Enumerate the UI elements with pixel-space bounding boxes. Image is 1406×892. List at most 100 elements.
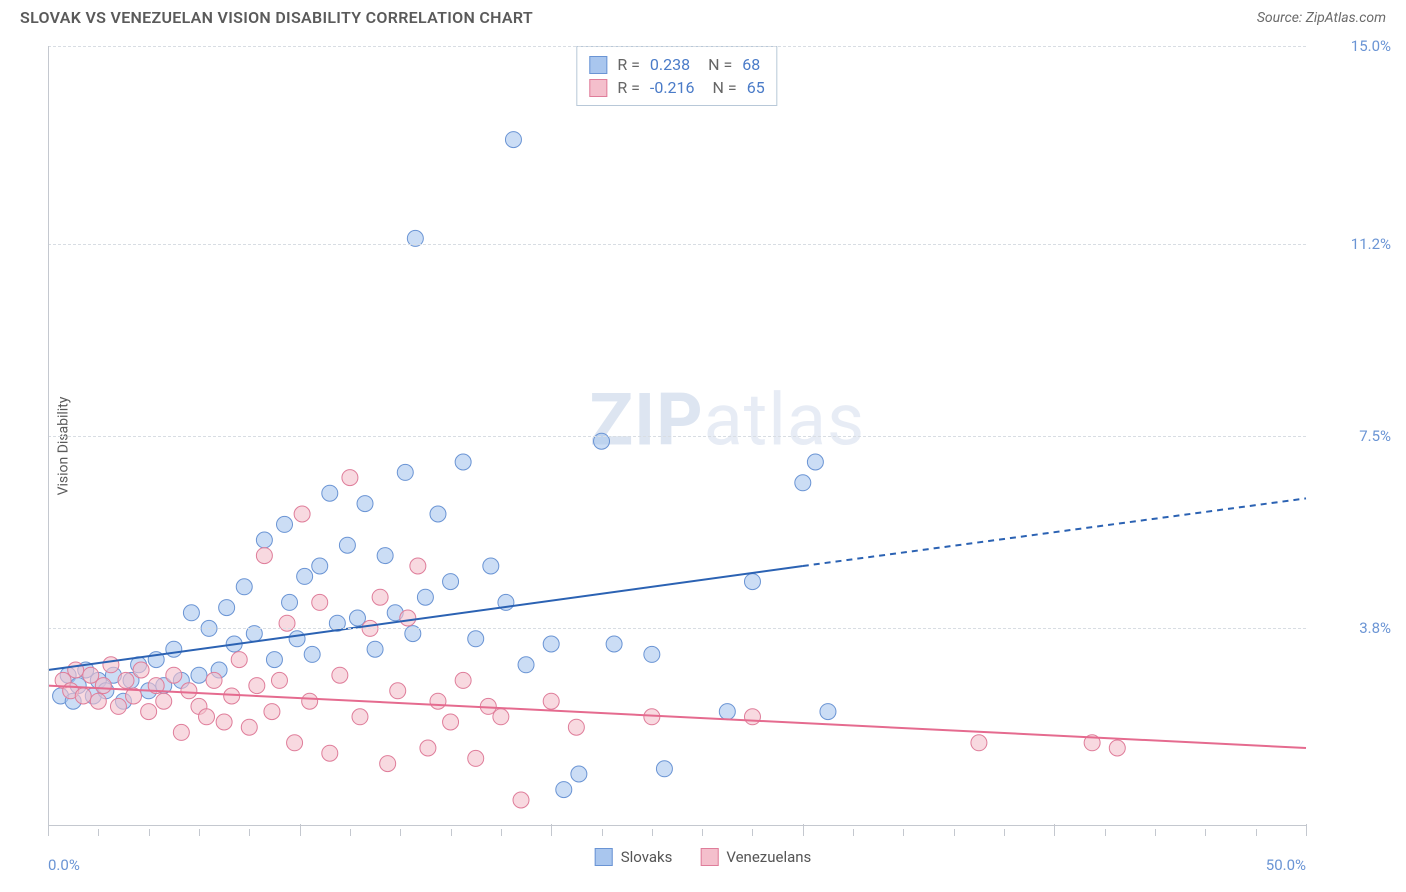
data-point — [95, 678, 111, 694]
data-point — [236, 579, 252, 595]
data-point — [380, 756, 396, 772]
data-point — [390, 683, 406, 699]
xtick — [602, 829, 603, 836]
bottom-legend-item: Slovaks — [595, 848, 673, 866]
xtick — [1205, 829, 1206, 836]
data-point — [118, 672, 134, 688]
data-point — [141, 704, 157, 720]
data-point — [807, 454, 823, 470]
data-point — [224, 688, 240, 704]
data-point — [820, 704, 836, 720]
xtick — [1306, 824, 1307, 836]
chart-area: ZIPatlas R =0.238N =68R =-0.216N =65 3.8… — [48, 46, 1306, 826]
data-point — [75, 688, 91, 704]
data-point — [249, 678, 265, 694]
ytick-label: 15.0% — [1316, 37, 1391, 55]
data-point — [744, 709, 760, 725]
data-point — [468, 750, 484, 766]
data-point — [312, 594, 328, 610]
data-point — [543, 693, 559, 709]
xtick — [350, 829, 351, 836]
bottom-legend: Slovaks Venezuelans — [595, 848, 812, 866]
data-point — [606, 636, 622, 652]
data-point — [443, 714, 459, 730]
data-point — [181, 683, 197, 699]
legend-row: R =0.238N =68 — [589, 53, 764, 76]
data-point — [518, 657, 534, 673]
data-point — [264, 704, 280, 720]
data-point — [400, 610, 416, 626]
data-point — [322, 745, 338, 761]
xtick — [1105, 829, 1106, 836]
data-point — [191, 667, 207, 683]
legend-swatch — [700, 848, 718, 866]
gridline — [48, 628, 1306, 629]
data-point — [795, 475, 811, 491]
ytick-label: 7.5% — [1316, 427, 1391, 445]
data-point — [543, 636, 559, 652]
xtick — [501, 829, 502, 836]
data-point — [352, 709, 368, 725]
data-point — [483, 558, 499, 574]
data-point — [430, 506, 446, 522]
data-point — [271, 672, 287, 688]
trend-line — [48, 566, 803, 670]
bottom-legend-item: Venezuelans — [700, 848, 811, 866]
data-point — [297, 568, 313, 584]
xtick — [149, 829, 150, 836]
legend-N-label: N = — [708, 55, 732, 74]
data-point — [971, 735, 987, 751]
xtick — [1004, 829, 1005, 836]
ytick-label: 11.2% — [1316, 235, 1391, 253]
page-title: SLOVAK VS VENEZUELAN VISION DISABILITY C… — [20, 8, 533, 27]
xtick — [48, 824, 49, 836]
data-point — [199, 709, 215, 725]
data-point — [656, 761, 672, 777]
xtick — [752, 829, 753, 836]
data-point — [443, 574, 459, 590]
xtick-label: 0.0% — [48, 856, 80, 874]
data-point — [468, 631, 484, 647]
data-point — [289, 631, 305, 647]
data-point — [241, 719, 257, 735]
data-point — [256, 548, 272, 564]
data-point — [277, 516, 293, 532]
data-point — [216, 714, 232, 730]
trend-line — [48, 686, 1306, 748]
data-point — [455, 454, 471, 470]
legend-series-name: Slovaks — [621, 848, 673, 866]
legend-R-value: 0.238 — [650, 55, 690, 74]
data-point — [744, 574, 760, 590]
legend-R-value: -0.216 — [650, 78, 695, 97]
data-point — [110, 698, 126, 714]
data-point — [430, 693, 446, 709]
legend-swatch — [589, 56, 607, 74]
gridline — [48, 436, 1306, 437]
data-point — [493, 709, 509, 725]
xtick — [1256, 829, 1257, 836]
data-point — [304, 646, 320, 662]
legend-swatch — [595, 848, 613, 866]
data-point — [339, 537, 355, 553]
data-point — [231, 652, 247, 668]
data-point — [256, 532, 272, 548]
data-point — [294, 506, 310, 522]
ytick-label: 3.8% — [1316, 619, 1391, 637]
data-point — [156, 693, 172, 709]
data-point — [166, 667, 182, 683]
data-point — [357, 496, 373, 512]
data-point — [455, 672, 471, 688]
data-point — [206, 672, 222, 688]
xtick — [98, 829, 99, 836]
data-point — [103, 657, 119, 673]
data-point — [568, 719, 584, 735]
xtick — [903, 829, 904, 836]
source-label: Source: ZipAtlas.com — [1257, 10, 1386, 26]
legend-N-value: 65 — [747, 78, 765, 97]
legend-swatch — [589, 79, 607, 97]
trend-line-dashed — [803, 498, 1306, 566]
y-axis — [48, 46, 49, 826]
data-point — [377, 548, 393, 564]
data-point — [644, 646, 660, 662]
xtick — [853, 829, 854, 836]
